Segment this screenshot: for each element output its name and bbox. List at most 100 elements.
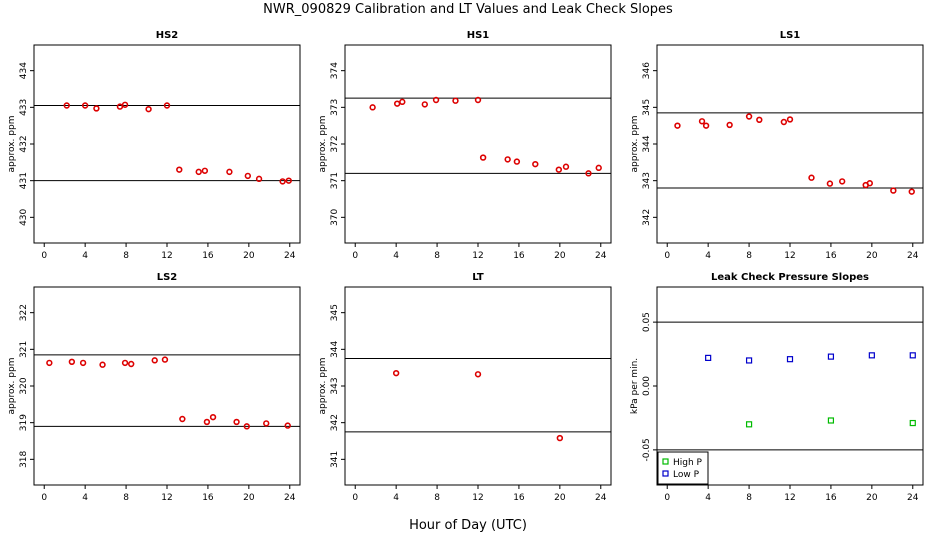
data-point bbox=[99, 361, 106, 368]
x-tick-label: 12 bbox=[472, 493, 483, 503]
data-point bbox=[68, 358, 76, 365]
data-point bbox=[263, 420, 270, 427]
y-tick-label: 431 bbox=[19, 172, 29, 189]
x-tick-label: 12 bbox=[161, 493, 172, 503]
x-tick-label: 20 bbox=[866, 251, 878, 261]
data-point bbox=[255, 175, 263, 183]
x-tick-label: 0 bbox=[664, 493, 670, 503]
data-point bbox=[392, 369, 400, 377]
data-point bbox=[866, 180, 873, 187]
data-point bbox=[702, 122, 710, 129]
x-tick-label: 20 bbox=[243, 251, 255, 261]
data-point bbox=[393, 100, 401, 107]
data-point bbox=[504, 156, 511, 163]
x-tick-label: 20 bbox=[554, 493, 566, 503]
x-tick-label: 16 bbox=[202, 251, 214, 261]
data-point bbox=[121, 101, 129, 108]
data-point bbox=[163, 102, 171, 109]
x-tick-label: 12 bbox=[784, 251, 795, 261]
data-point bbox=[127, 360, 135, 368]
data-point bbox=[116, 103, 124, 110]
data-point bbox=[786, 356, 794, 363]
y-tick-label: 370 bbox=[330, 208, 340, 225]
y-axis-label: approx. ppm bbox=[7, 358, 17, 415]
data-point bbox=[161, 356, 169, 363]
legend: High P Low P bbox=[657, 451, 709, 485]
data-point bbox=[369, 104, 376, 111]
legend-label: Low P bbox=[673, 470, 700, 480]
y-tick-label: 321 bbox=[19, 341, 29, 358]
data-point bbox=[562, 163, 570, 170]
x-tick-label: 24 bbox=[595, 493, 607, 503]
x-tick-label: 12 bbox=[472, 251, 483, 261]
y-tick-label: 346 bbox=[642, 62, 652, 79]
data-point bbox=[585, 170, 592, 177]
data-point bbox=[474, 371, 482, 378]
data-point bbox=[81, 102, 89, 109]
y-tick-label: 343 bbox=[642, 172, 652, 189]
x-tick-label: 20 bbox=[243, 493, 255, 503]
x-tick-label: 4 bbox=[393, 251, 399, 261]
data-point bbox=[145, 105, 152, 113]
data-point bbox=[209, 413, 217, 421]
x-tick-label: 0 bbox=[352, 251, 358, 261]
panel-5: Leak Check Pressure Slopes kPa per min. 0 4… bbox=[630, 272, 924, 503]
x-tick-label: 24 bbox=[595, 251, 607, 261]
x-tick-label: 4 bbox=[82, 251, 88, 261]
data-point bbox=[243, 423, 251, 430]
data-point bbox=[826, 180, 834, 187]
data-point bbox=[201, 167, 209, 174]
page-title: NWR_090829 Calibration and LT Values and… bbox=[263, 2, 673, 17]
x-tick-label: 0 bbox=[352, 493, 358, 503]
data-point bbox=[556, 434, 564, 442]
panel-title: LS2 bbox=[157, 272, 178, 283]
y-axis-label: approx. ppm bbox=[7, 116, 17, 173]
y-tick-label: 342 bbox=[330, 414, 340, 431]
panel-title: Leak Check Pressure Slopes bbox=[711, 272, 869, 283]
plot-frame bbox=[656, 44, 924, 244]
y-tick-label: 343 bbox=[330, 377, 340, 394]
panel-1: HS1 approx. ppm 0 4 8 12 16 20 24 370 371 372 373 374 bbox=[318, 30, 612, 261]
y-tick-label: 322 bbox=[19, 304, 29, 321]
data-point bbox=[674, 122, 681, 129]
data-point bbox=[176, 166, 183, 173]
panel-3: LS2 approx. ppm 0 4 8 12 16 20 24 318 319 320 321 322 bbox=[7, 272, 301, 503]
data-point bbox=[745, 113, 753, 120]
x-tick-label: 20 bbox=[554, 251, 566, 261]
data-point bbox=[595, 164, 602, 172]
data-point bbox=[121, 359, 129, 367]
data-point bbox=[195, 168, 202, 176]
y-tick-label: 371 bbox=[330, 172, 340, 189]
x-tick-label: 8 bbox=[434, 251, 440, 261]
y-tick-label: 345 bbox=[642, 99, 652, 116]
x-tick-label: 16 bbox=[513, 493, 525, 503]
data-point bbox=[432, 96, 440, 104]
x-tick-label: 0 bbox=[41, 493, 47, 503]
x-tick-label: 8 bbox=[746, 493, 752, 503]
x-tick-label: 16 bbox=[202, 493, 214, 503]
y-axis-label: approx. ppm bbox=[318, 116, 328, 173]
data-point bbox=[827, 353, 835, 360]
data-point bbox=[279, 178, 286, 185]
x-tick-label: 12 bbox=[161, 251, 172, 261]
data-point bbox=[399, 98, 406, 106]
x-tick-label: 8 bbox=[434, 493, 440, 503]
x-tick-label: 16 bbox=[825, 251, 837, 261]
y-axis-label: approx. ppm bbox=[318, 358, 328, 415]
x-tick-label: 12 bbox=[784, 493, 795, 503]
plot-frame bbox=[33, 44, 301, 244]
data-point bbox=[479, 154, 487, 161]
legend-marker bbox=[662, 458, 669, 465]
legend-label: High P bbox=[673, 458, 703, 468]
panel-title: HS1 bbox=[467, 30, 490, 41]
plot-frame bbox=[344, 286, 612, 486]
x-tick-label: 16 bbox=[513, 251, 525, 261]
y-tick-label: 341 bbox=[330, 451, 340, 468]
x-tick-label: 4 bbox=[705, 493, 711, 503]
x-tick-label: 16 bbox=[825, 493, 837, 503]
y-tick-label: 430 bbox=[19, 208, 29, 225]
x-tick-label: 0 bbox=[41, 251, 47, 261]
x-tick-label: 0 bbox=[664, 251, 670, 261]
data-point bbox=[909, 419, 916, 427]
data-point bbox=[698, 118, 706, 125]
